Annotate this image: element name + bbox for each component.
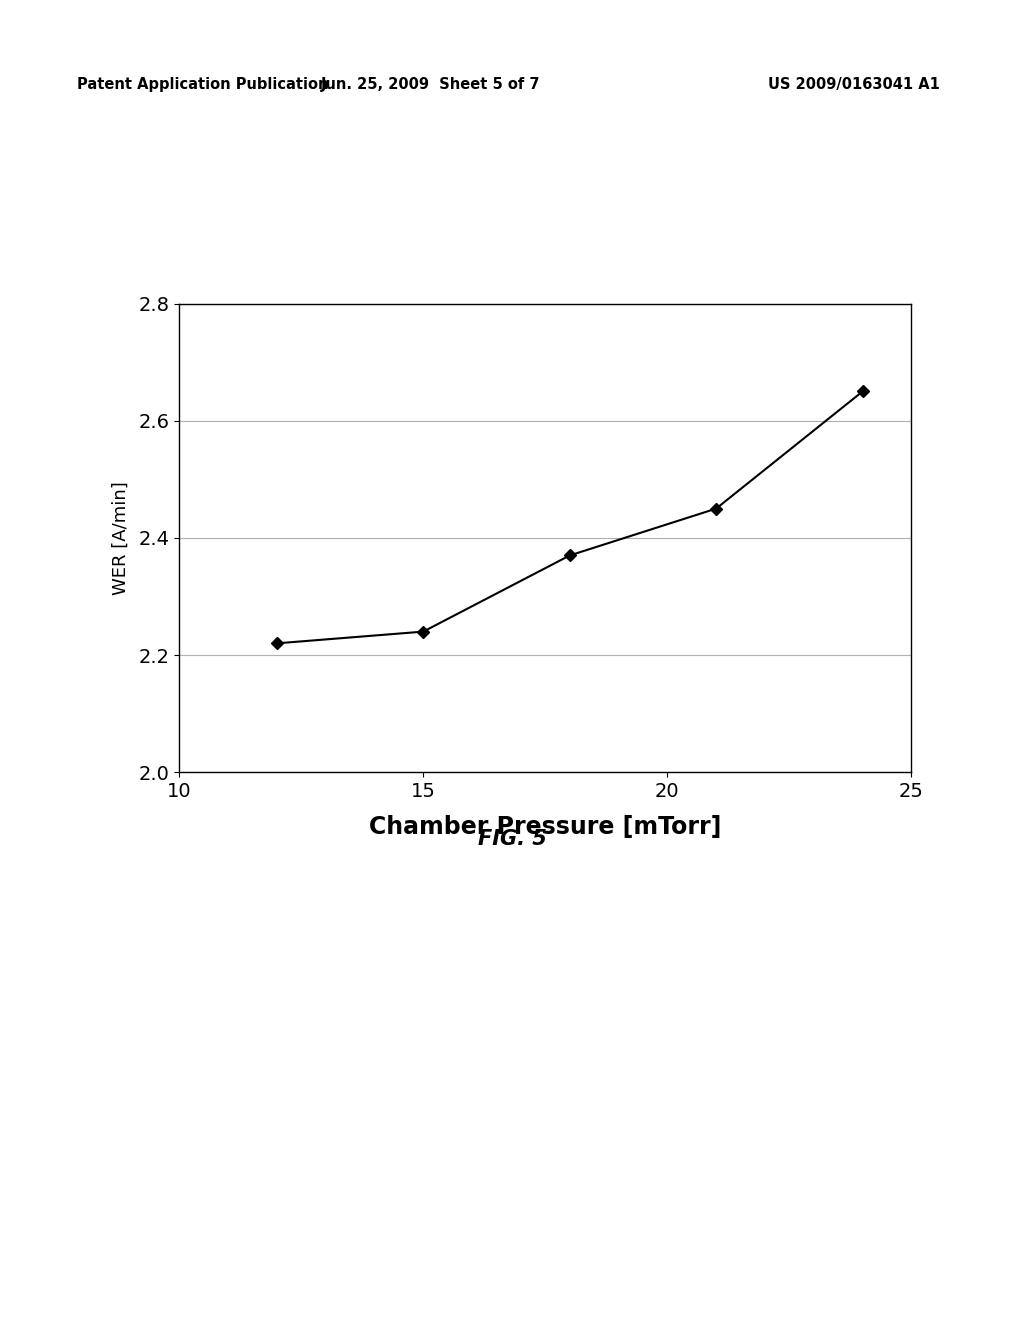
Y-axis label: WER [A/min]: WER [A/min] bbox=[113, 480, 130, 595]
Text: Patent Application Publication: Patent Application Publication bbox=[77, 77, 329, 91]
Text: FIG. 5: FIG. 5 bbox=[477, 829, 547, 849]
Text: US 2009/0163041 A1: US 2009/0163041 A1 bbox=[768, 77, 940, 91]
Text: Jun. 25, 2009  Sheet 5 of 7: Jun. 25, 2009 Sheet 5 of 7 bbox=[321, 77, 540, 91]
X-axis label: Chamber Pressure [mTorr]: Chamber Pressure [mTorr] bbox=[369, 814, 722, 838]
